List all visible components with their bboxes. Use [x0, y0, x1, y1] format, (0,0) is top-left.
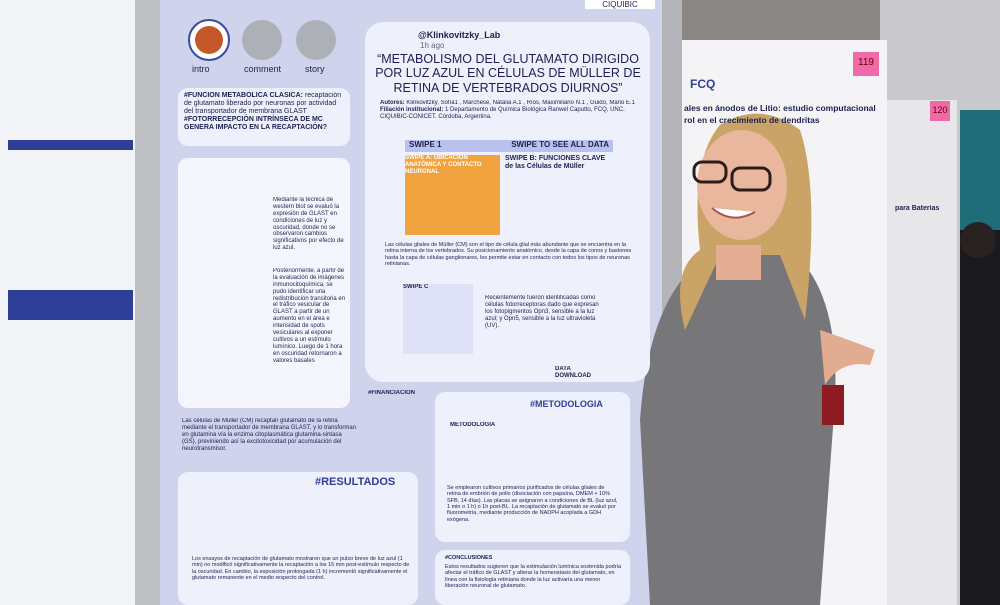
- left-poster-band: [8, 290, 133, 320]
- right-logo: FCQ: [690, 78, 716, 91]
- results-text: Los ensayos de recaptación de glutamato …: [192, 556, 410, 581]
- sweater: [640, 250, 836, 605]
- methodology-text: Se emplearon cultivos primarios purifica…: [447, 485, 618, 523]
- swipe-hint: SWIPE TO SEE ALL DATA: [511, 140, 609, 149]
- face: [697, 130, 787, 240]
- financing: #FINANCIACION: [368, 390, 416, 396]
- poster-title: “METABOLISMO DEL GLUTAMATO DIRIGIDO POR …: [375, 52, 641, 95]
- affiliation-text: 1 Departamento de Química Biológica Ranw…: [380, 106, 625, 120]
- results-card: [178, 472, 418, 605]
- note-number: 120: [932, 105, 948, 115]
- hand: [820, 330, 875, 385]
- hashtag-card: [178, 88, 350, 146]
- methodology-title: #METODOLOGIA: [530, 399, 603, 409]
- glasses: [730, 166, 772, 192]
- opsin-text: Recientemente fueron identificadas como …: [485, 295, 599, 329]
- hashtag: #FUNCIÓN METABÓLICA CLÁSICA:: [184, 92, 303, 99]
- story-label: story: [305, 64, 325, 74]
- cm-text: Las células de Müller (CM) recaptan glut…: [182, 418, 357, 452]
- time: 1h ago: [420, 41, 445, 50]
- left-poster-band: [8, 140, 133, 150]
- sticky-note: [930, 101, 950, 121]
- swipe-b: SWIPE B: FUNCIONES CLAVE de las Células …: [505, 155, 606, 171]
- results-title: #RESULTADOS: [315, 476, 396, 488]
- story-label: comment: [244, 64, 282, 74]
- swipe-c: SWIPE C: [403, 284, 473, 354]
- sticky-note: [853, 52, 879, 76]
- swipe-label: SWIPE 1: [409, 140, 442, 149]
- handle: @Klinkovitzky_Lab: [418, 30, 501, 40]
- authors: Autores: Klinkovitzky, Sofía1 , Marchese…: [380, 100, 638, 121]
- story-icon: [195, 26, 223, 54]
- far-title: para Baterías: [895, 205, 940, 212]
- methodology-card: [435, 392, 630, 542]
- affiliation-label: Filiación institucional:: [380, 106, 444, 113]
- methodology-sub: METODOLOGÍA: [450, 422, 496, 428]
- swipe-bar: SWIPE 1 SWIPE TO SEE ALL DATA: [405, 140, 613, 152]
- swipe-a: SWIPE A: UBICACIÓN ANATÓMICA Y CONTACTO …: [405, 155, 500, 235]
- story-icon: [242, 20, 282, 60]
- authors-label: Autores:: [380, 100, 405, 106]
- sleeve: [822, 385, 844, 425]
- conclusions-text: Estos resultados sugieren que la estimul…: [445, 564, 622, 589]
- hashtag-text: recaptación de glutamato liberado por ne…: [184, 92, 342, 116]
- conclusions-title: #CONCLUSIONES: [445, 555, 493, 561]
- note-number: 119: [858, 57, 874, 68]
- data-download[interactable]: DATA DOWNLOAD: [555, 366, 591, 379]
- person-background: [960, 230, 1000, 605]
- right-title: ales en ánodos de Litio: estudio computa…: [684, 104, 876, 113]
- story-icon: [296, 20, 336, 60]
- muller-text: Las células gliales de Müller (CM) son e…: [385, 242, 632, 267]
- results-card: [178, 158, 350, 408]
- right-subtitle: rol en el crecimiento de dendritas: [684, 116, 820, 125]
- conclusions-card: [435, 550, 630, 605]
- neck: [716, 245, 761, 280]
- person-background-head: [960, 222, 996, 258]
- far-poster: [887, 100, 957, 605]
- glasses: [692, 160, 728, 184]
- result-text: Posteriormente, a partir de la evaluació…: [273, 268, 346, 364]
- hashtag: #FOTORRECEPCIÓN INTRÍNSECA DE MC GENERA …: [184, 116, 327, 132]
- authors-text: Klinkovitzky, Sofía1 , Marchese, Natalia…: [406, 100, 635, 106]
- story-label: intro: [192, 64, 210, 74]
- result-text: Mediante la técnica de western blot se e…: [273, 197, 344, 252]
- hashtag-card-text: #FUNCIÓN METABÓLICA CLÁSICA: recaptación…: [184, 92, 346, 132]
- smile: [711, 207, 756, 219]
- header-tag: CIQUIBIC: [585, 0, 655, 10]
